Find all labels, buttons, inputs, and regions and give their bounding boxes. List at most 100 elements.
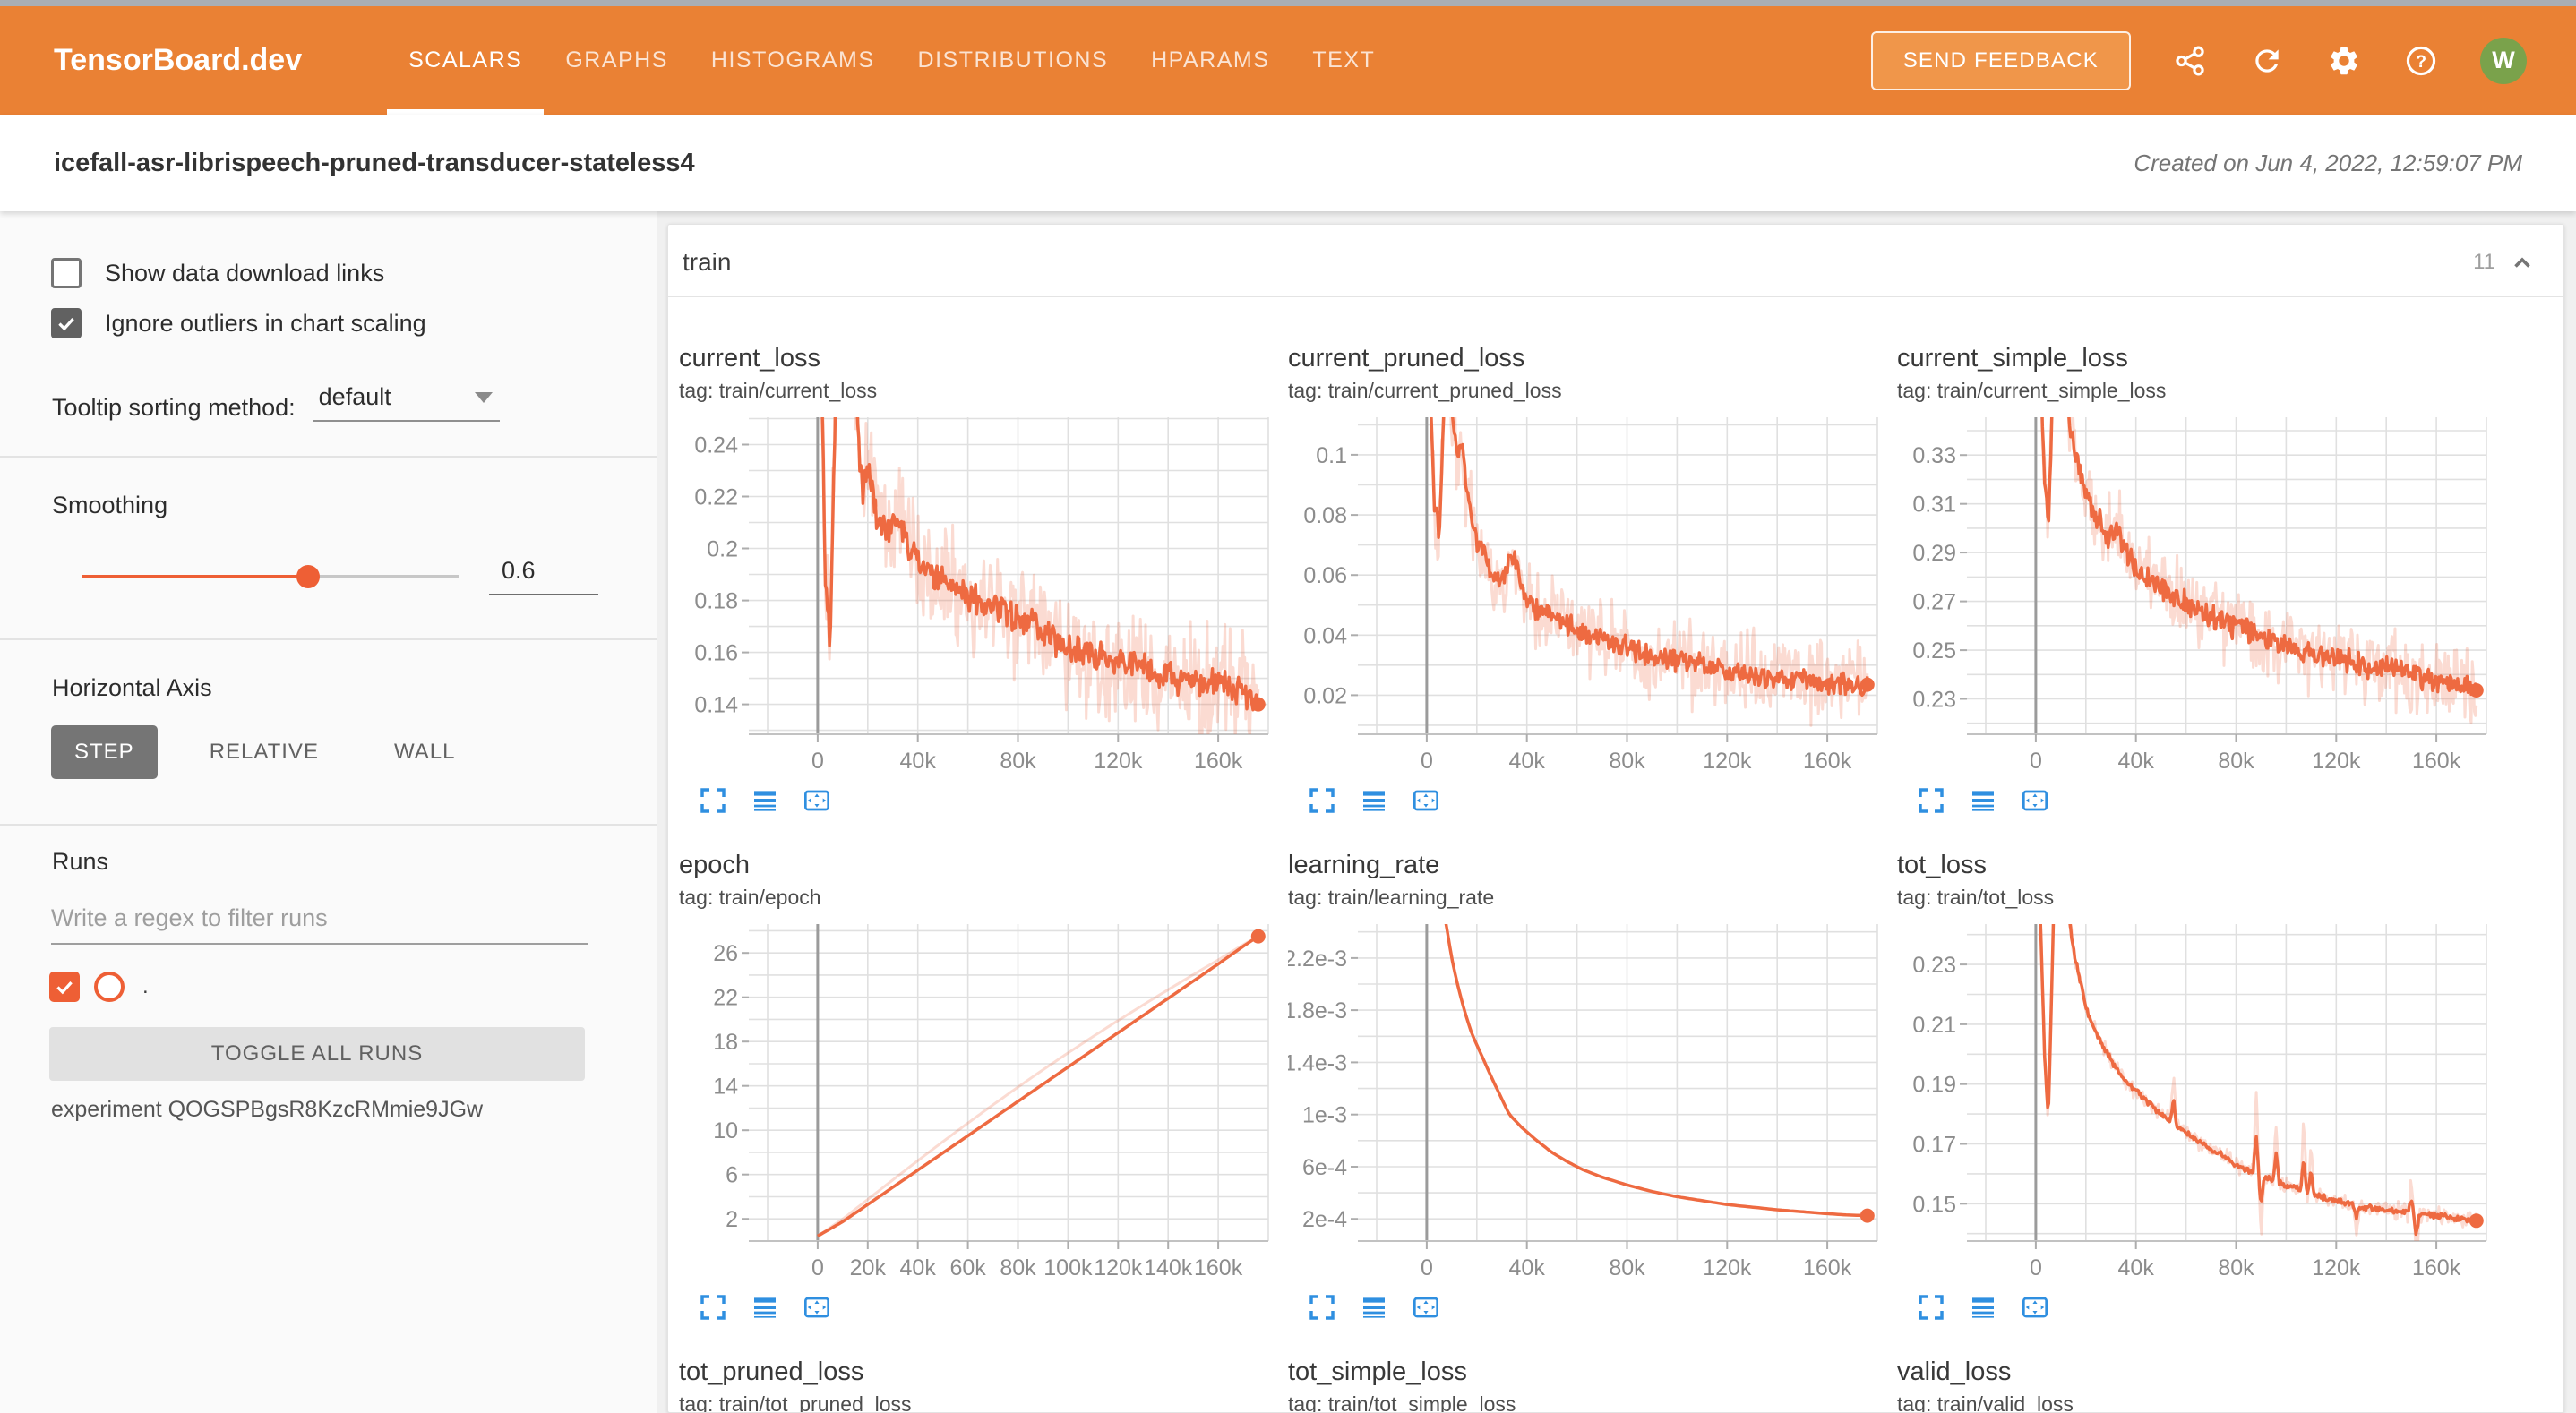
fullscreen-icon[interactable] [1917,786,1945,815]
experiment-id: experiment QOGSPBgsR8KzcRMmie9JGw [51,1097,484,1122]
svg-text:120k: 120k [1703,1255,1752,1280]
chart-title: current_pruned_loss [1288,344,1525,373]
svg-text:0.02: 0.02 [1303,683,1347,708]
chart-plot[interactable]: 0.23 0.25 0.27 0.29 0.31 0.33 0 40k 80k 120k 160k [1897,417,2488,774]
scalar-chart-card: valid_loss tag: train/valid_loss [1897,1357,2488,1412]
svg-text:2.2e-3: 2.2e-3 [1288,946,1347,972]
ignore-outliers-checkbox[interactable] [51,308,82,338]
svg-text:10: 10 [713,1118,738,1143]
svg-text:1.4e-3: 1.4e-3 [1288,1050,1347,1075]
tab-graphs[interactable]: GRAPHS [565,47,668,73]
chart-actions [1308,786,1879,815]
scalar-chart-card: tot_loss tag: train/tot_loss 0.15 0.17 0.1… [1897,851,2488,1322]
fullscreen-icon[interactable] [699,786,727,815]
tab-distributions[interactable]: DISTRIBUTIONS [917,47,1109,73]
svg-text:0: 0 [811,1255,824,1280]
scalar-chart-card: current_pruned_loss tag: train/current_p… [1288,344,1879,815]
chart-plot[interactable]: 0.14 0.16 0.18 0.2 0.22 0.24 0 40k 80k 120k 160k [679,417,1270,774]
log-scale-icon[interactable] [1969,1293,1997,1322]
svg-text:0: 0 [2030,1255,2042,1280]
chart-tag: tag: train/tot_loss [1897,886,2055,909]
svg-text:0.29: 0.29 [1912,541,1956,566]
chart-tag: tag: train/learning_rate [1288,886,1495,909]
chart-title: tot_loss [1897,851,1987,879]
chart-plot[interactable]: 2e-4 6e-4 1e-3 1.4e-3 1.8e-3 2.2e-3 0 40k 80k 120… [1288,924,1879,1280]
svg-text:0.14: 0.14 [694,693,738,718]
chart-title: current_simple_loss [1897,344,2128,373]
chart-plot[interactable]: 0.02 0.04 0.06 0.08 0.1 0 40k 80k 120k 160k [1288,417,1879,774]
fullscreen-icon[interactable] [1308,1293,1336,1322]
fit-domain-icon[interactable] [803,786,831,815]
log-scale-icon[interactable] [1360,1293,1388,1322]
fullscreen-icon[interactable] [699,1293,727,1322]
svg-text:40k: 40k [900,749,937,774]
axis-wall-button[interactable]: WALL [371,725,478,779]
log-scale-icon[interactable] [1360,786,1388,815]
help-icon[interactable]: ? [2403,43,2439,79]
fit-domain-icon[interactable] [1412,786,1440,815]
tab-hparams[interactable]: HPARAMS [1151,47,1270,73]
svg-text:22: 22 [713,986,738,1011]
chart-tag: tag: train/current_pruned_loss [1288,379,1562,402]
svg-text:0.08: 0.08 [1303,503,1347,528]
avatar[interactable]: W [2480,37,2527,84]
fit-domain-icon[interactable] [1412,1293,1440,1322]
log-scale-icon[interactable] [751,786,779,815]
svg-text:?: ? [2416,51,2426,71]
chart-plot[interactable]: 0.15 0.17 0.19 0.21 0.23 0 40k 80k 120k 160k [1897,924,2488,1280]
svg-text:40k: 40k [900,1255,937,1280]
svg-text:0.04: 0.04 [1303,623,1347,648]
svg-text:2: 2 [726,1207,738,1232]
svg-text:26: 26 [713,941,738,966]
axis-relative-button[interactable]: RELATIVE [186,725,342,779]
settings-icon[interactable] [2326,43,2362,79]
main-nav: SCALARS GRAPHS HISTOGRAMS DISTRIBUTIONS … [387,6,1396,115]
svg-text:160k: 160k [1803,1255,1852,1280]
fullscreen-icon[interactable] [1308,786,1336,815]
run-checkbox[interactable] [49,972,80,1002]
show-download-links-checkbox[interactable] [51,258,82,288]
svg-text:0.23: 0.23 [1912,953,1956,978]
svg-text:40k: 40k [1509,1255,1546,1280]
svg-text:0: 0 [1421,1255,1433,1280]
experiment-title-bar: icefall-asr-librispeech-pruned-transduce… [0,115,2576,211]
chart-title: current_loss [679,344,820,373]
app-bar: TensorBoard.dev SCALARS GRAPHS HISTOGRAM… [0,6,2576,115]
tab-text[interactable]: TEXT [1312,47,1376,73]
toggle-all-runs-button[interactable]: TOGGLE ALL RUNS [49,1027,585,1081]
collapse-section-icon[interactable] [2506,246,2538,278]
run-color-swatch[interactable] [94,972,125,1002]
train-section-header[interactable]: train 11 [668,225,2563,297]
horizontal-axis-toggle: STEP RELATIVE WALL [51,725,657,779]
svg-text:0.22: 0.22 [694,485,738,510]
fit-domain-icon[interactable] [2021,1293,2049,1322]
log-scale-icon[interactable] [1969,786,1997,815]
smoothing-slider[interactable] [82,563,459,590]
fit-domain-icon[interactable] [2021,786,2049,815]
tooltip-sorting-select[interactable]: default [313,383,500,422]
slider-thumb[interactable] [296,564,320,588]
tooltip-sorting-value: default [318,383,391,410]
train-section-card: train 11 current_loss tag: train/current… [667,224,2564,1413]
tab-scalars[interactable]: SCALARS [387,6,545,115]
svg-text:120k: 120k [2312,749,2361,774]
svg-text:0.17: 0.17 [1912,1133,1956,1158]
fullscreen-icon[interactable] [1917,1293,1945,1322]
send-feedback-button[interactable]: SEND FEEDBACK [1870,30,2131,90]
smoothing-value-field[interactable]: 0.6 [489,557,598,595]
svg-text:160k: 160k [1194,1255,1243,1280]
svg-text:6e-4: 6e-4 [1302,1155,1347,1180]
log-scale-icon[interactable] [751,1293,779,1322]
svg-text:0.25: 0.25 [1912,638,1956,664]
tab-histograms[interactable]: HISTOGRAMS [710,47,875,73]
svg-text:0.24: 0.24 [694,433,738,458]
refresh-icon[interactable] [2249,43,2285,79]
axis-step-button[interactable]: STEP [51,725,158,779]
share-icon[interactable] [2172,43,2208,79]
svg-text:120k: 120k [1094,749,1143,774]
smoothing-row: 0.6 [82,557,657,595]
chart-tag: tag: train/current_simple_loss [1897,379,2167,402]
fit-domain-icon[interactable] [803,1293,831,1322]
runs-filter-input[interactable] [51,904,588,945]
